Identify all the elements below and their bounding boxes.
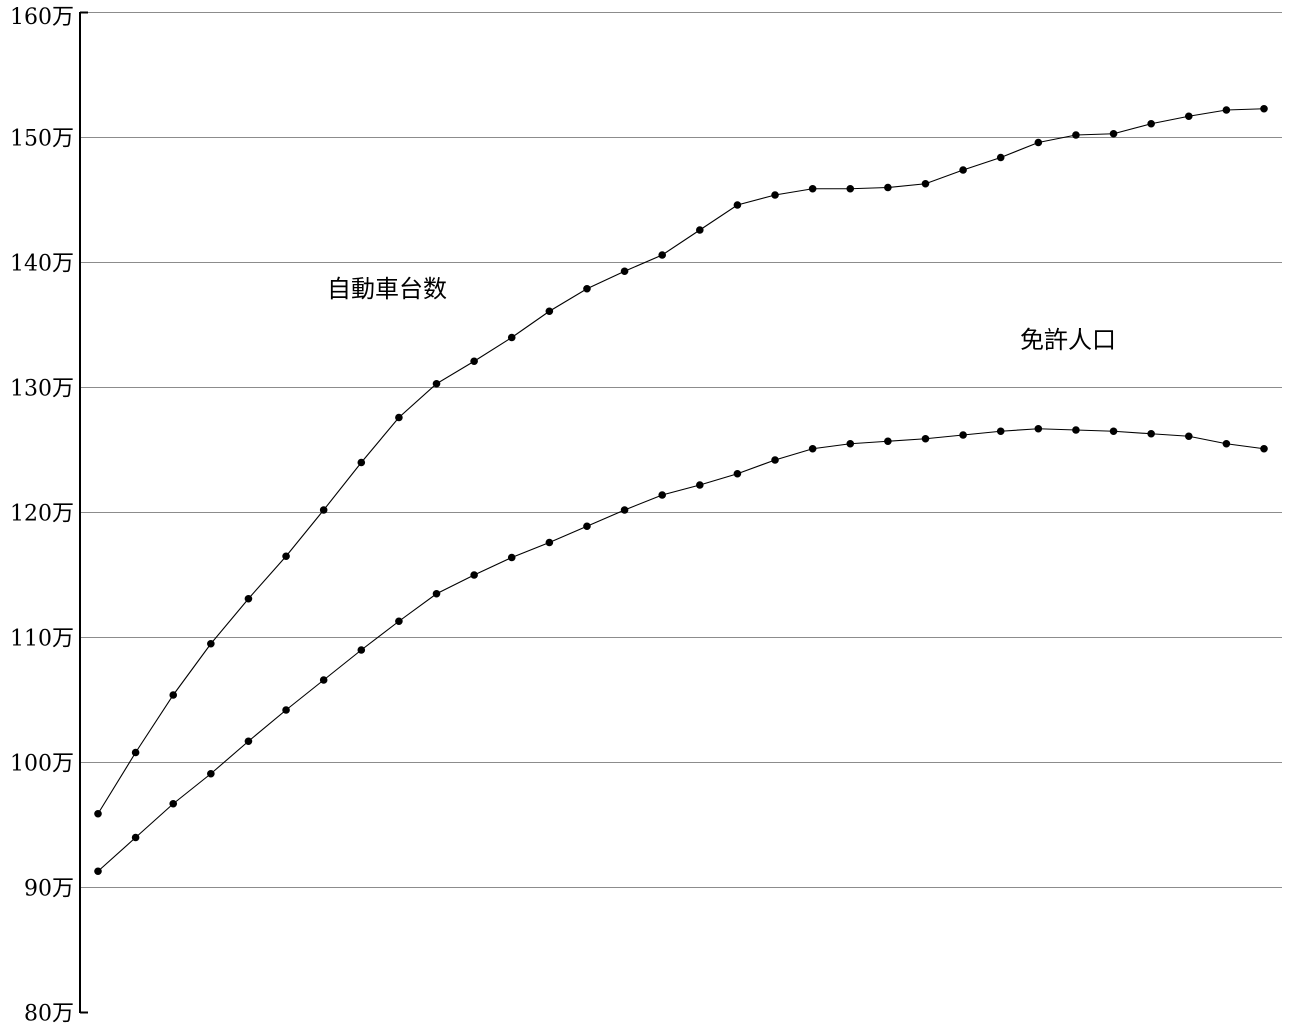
series-label-licensees: 免許人口	[1020, 326, 1116, 354]
data-point	[244, 594, 253, 603]
y-tick-label: 80万	[24, 1002, 74, 1027]
grid-lines	[80, 12, 1282, 888]
data-point	[282, 552, 290, 561]
y-tick-label: 90万	[24, 877, 74, 902]
data-point	[207, 769, 215, 778]
y-tick-label: 160万	[10, 5, 74, 30]
data-point	[1184, 112, 1193, 121]
data-point	[658, 251, 666, 259]
data-point	[771, 456, 779, 464]
data-point	[658, 491, 666, 499]
data-point	[1147, 119, 1155, 128]
data-point	[395, 617, 403, 626]
data-point	[207, 639, 215, 648]
y-tick-label: 150万	[10, 127, 74, 152]
data-point	[1072, 426, 1080, 434]
data-point	[470, 357, 478, 366]
data-point	[1072, 131, 1080, 139]
data-point	[94, 809, 102, 818]
y-tick-label: 130万	[10, 377, 74, 402]
series-line	[97, 108, 1265, 815]
data-point	[432, 589, 441, 598]
data-point	[169, 691, 178, 699]
data-point	[131, 833, 140, 842]
series-1	[94, 104, 1268, 818]
data-point	[1147, 429, 1155, 438]
data-point	[545, 538, 554, 547]
data-point	[507, 553, 516, 562]
data-point	[959, 166, 967, 174]
data-point	[921, 434, 930, 443]
series-line	[97, 428, 1265, 872]
data-point	[771, 191, 779, 199]
data-point	[94, 867, 102, 876]
series-group	[94, 104, 1268, 876]
data-point	[884, 183, 892, 192]
data-point	[733, 201, 742, 209]
data-point	[959, 431, 967, 439]
data-point	[583, 284, 591, 293]
y-tick-label: 120万	[10, 502, 74, 527]
data-point	[884, 437, 892, 446]
data-point	[319, 506, 328, 514]
series-label-vehicles: 自動車台数	[327, 275, 447, 303]
data-point	[545, 307, 554, 316]
data-point	[996, 153, 1005, 162]
data-point	[395, 413, 403, 422]
data-point	[620, 267, 629, 276]
data-point	[357, 458, 366, 467]
data-point	[808, 444, 817, 453]
data-point	[169, 799, 178, 808]
data-point	[1034, 138, 1043, 147]
data-point	[357, 646, 366, 654]
y-tick-label: 140万	[10, 252, 74, 277]
data-point	[131, 748, 140, 757]
data-point	[1260, 444, 1268, 453]
data-point	[1260, 104, 1268, 113]
data-point	[996, 427, 1005, 436]
data-point	[1222, 106, 1231, 114]
data-point	[244, 737, 253, 746]
data-point	[319, 676, 328, 684]
data-point	[696, 481, 704, 489]
data-point	[1184, 432, 1193, 441]
data-point	[470, 571, 478, 579]
data-point	[696, 226, 704, 234]
data-point	[808, 184, 817, 193]
data-point	[282, 706, 290, 714]
y-tick-label: 100万	[10, 752, 74, 777]
data-point	[1109, 427, 1118, 436]
data-point	[921, 179, 930, 188]
series-2	[94, 424, 1268, 876]
data-point	[620, 506, 629, 514]
data-point	[846, 439, 855, 448]
data-point	[1109, 129, 1118, 138]
y-tick-labels: 160万 150万 140万 130万 120万 110万 100万 90万 80万	[10, 5, 74, 1027]
data-point	[1034, 424, 1043, 433]
data-point	[507, 333, 516, 342]
data-point	[432, 379, 441, 388]
data-point	[1222, 439, 1231, 448]
data-point	[583, 522, 591, 531]
y-tick-label: 110万	[10, 627, 74, 652]
data-point	[733, 469, 742, 478]
data-point	[846, 184, 855, 193]
